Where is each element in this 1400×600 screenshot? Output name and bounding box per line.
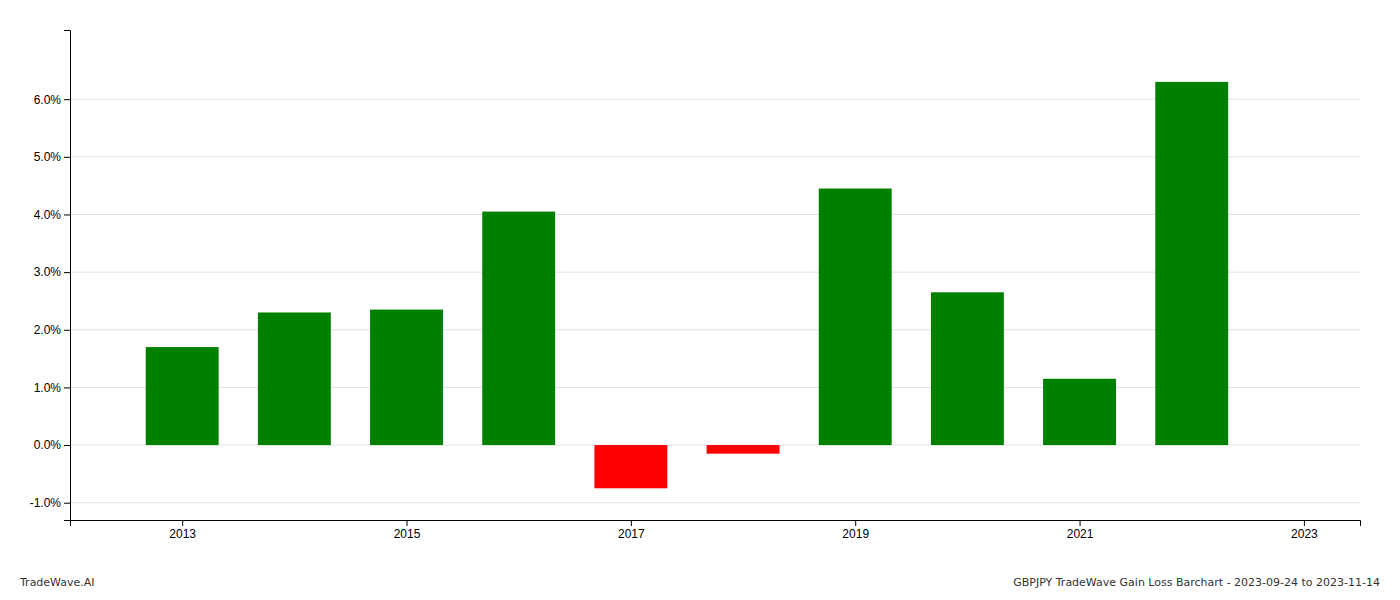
y-tick-label: 0.0% xyxy=(34,438,62,452)
y-tick: 6.0% xyxy=(34,93,70,107)
y-tick-mark xyxy=(64,157,70,158)
y-axis-line xyxy=(64,31,71,521)
y-tick: 4.0% xyxy=(34,208,70,222)
bars xyxy=(146,82,1228,488)
y-tick: -1.0% xyxy=(30,496,70,510)
x-axis-line xyxy=(71,521,1361,527)
y-tick: 3.0% xyxy=(34,265,70,279)
bar xyxy=(370,310,443,445)
x-tick-mark xyxy=(407,520,408,526)
bar xyxy=(1043,379,1116,445)
bar xyxy=(146,347,219,445)
x-tick: 2021 xyxy=(1067,520,1094,541)
y-tick: 1.0% xyxy=(34,381,70,395)
y-tick-label: 3.0% xyxy=(34,265,62,279)
x-tick-label: 2021 xyxy=(1067,527,1094,541)
y-tick: 5.0% xyxy=(34,150,70,164)
bar xyxy=(1155,82,1228,445)
bar xyxy=(819,189,892,446)
y-axis: -1.0% 0.0% 1.0% 2.0% 3.0% 4.0% 5.0% 6.0% xyxy=(30,31,71,521)
bar xyxy=(258,312,331,445)
y-tick-mark xyxy=(64,99,70,100)
chart: -1.0%0.0%1.0%2.0%3.0%4.0%5.0%6.0%2013201… xyxy=(0,0,1400,600)
bar xyxy=(931,292,1004,445)
x-tick-mark xyxy=(182,520,183,526)
x-tick: 2019 xyxy=(842,520,869,541)
x-tick: 2017 xyxy=(618,520,645,541)
grid-line xyxy=(70,502,1360,503)
footer-text: TradeWave.AI xyxy=(19,576,95,589)
x-tick-mark xyxy=(1080,520,1081,526)
x-tick-label: 2013 xyxy=(169,527,196,541)
y-tick-mark xyxy=(64,330,70,331)
x-tick: 2013 xyxy=(169,520,196,541)
x-tick-label: 2015 xyxy=(394,527,421,541)
y-tick-label: 4.0% xyxy=(34,208,62,222)
y-tick-mark xyxy=(64,214,70,215)
y-tick-mark xyxy=(64,445,70,446)
plot: -1.0%0.0%1.0%2.0%3.0%4.0%5.0%6.0%2013201… xyxy=(30,31,1361,541)
x-tick-mark xyxy=(631,520,632,526)
y-tick-label: -1.0% xyxy=(30,496,62,510)
y-tick-label: 1.0% xyxy=(34,381,62,395)
x-tick-mark xyxy=(855,520,856,526)
x-tick-label: 2017 xyxy=(618,527,645,541)
bar xyxy=(482,212,555,445)
y-tick: 0.0% xyxy=(34,438,70,452)
y-tick-mark xyxy=(64,272,70,273)
x-tick: 2023 xyxy=(1291,520,1318,541)
x-axis: 2013 2015 2017 2019 2021 2023 xyxy=(71,520,1361,541)
footer-text: GBPJPY TradeWave Gain Loss Barchart - 20… xyxy=(1013,576,1380,589)
y-tick-mark xyxy=(64,503,70,504)
x-tick: 2015 xyxy=(394,520,421,541)
y-tick: 2.0% xyxy=(34,323,70,337)
y-tick-label: 5.0% xyxy=(34,150,62,164)
y-tick-label: 6.0% xyxy=(34,93,62,107)
x-tick-mark xyxy=(1304,520,1305,526)
y-tick-mark xyxy=(64,387,70,388)
x-tick-label: 2023 xyxy=(1291,527,1318,541)
bar xyxy=(594,445,667,488)
bar xyxy=(707,445,780,454)
y-tick-label: 2.0% xyxy=(34,323,62,337)
x-tick-label: 2019 xyxy=(842,527,869,541)
